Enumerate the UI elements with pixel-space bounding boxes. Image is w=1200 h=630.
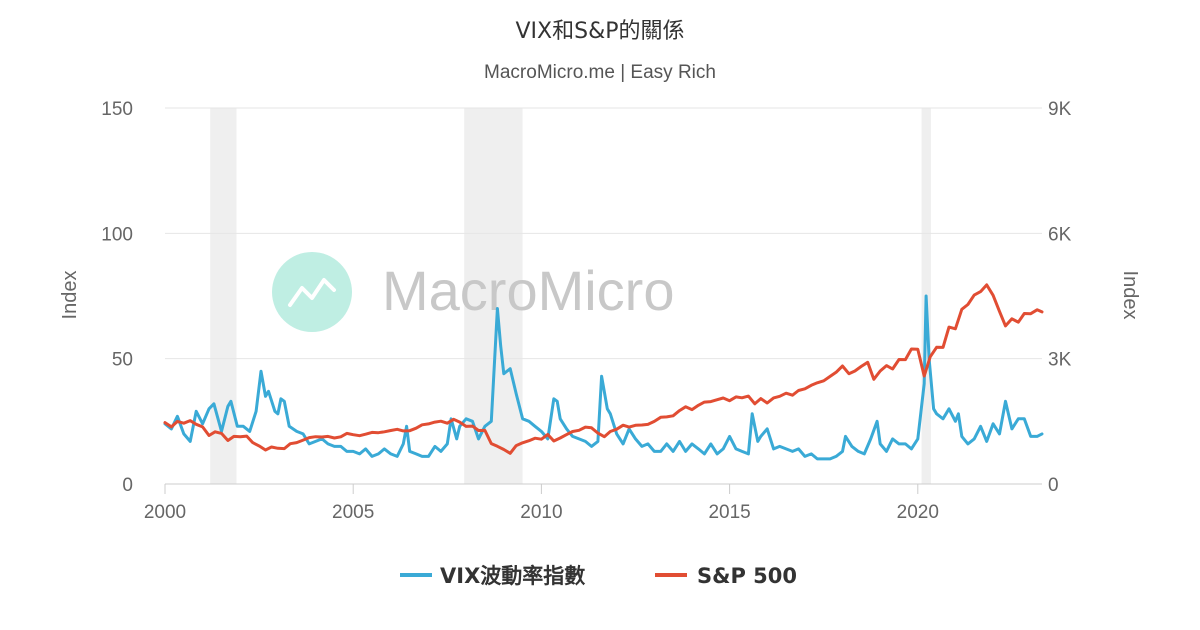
y-left-tick-label: 50 [112, 350, 133, 371]
legend-label-vix: VIX波動率指數 [440, 564, 585, 588]
legend-item-vix[interactable]: VIX波動率指數 [400, 564, 585, 588]
y-left-axis-title: Index [59, 271, 81, 320]
x-tick-label: 2000 [144, 502, 186, 523]
gridline-layer [165, 107, 1042, 485]
legend-item-sp500[interactable]: S&P 500 [655, 564, 797, 588]
x-tick-label: 2005 [332, 502, 374, 523]
watermark-text: MacroMicro [382, 259, 674, 322]
y-right-axis-title: Index [1119, 271, 1141, 320]
y-right-tick-label: 6K [1048, 224, 1072, 245]
series-line-sp500[interactable] [163, 283, 1044, 455]
watermark-logo-icon [272, 252, 352, 332]
y-right-tick-label: 0 [1048, 475, 1059, 496]
x-tick-label: 2020 [897, 502, 939, 523]
legend: VIX波動率指數 S&P 500 [400, 564, 797, 588]
x-tick-label: 2010 [520, 502, 562, 523]
y-right-tick-label: 3K [1048, 350, 1072, 371]
y-left-tick-label: 0 [122, 475, 133, 496]
y-right-tick-label: 9K [1048, 99, 1072, 120]
y-left-tick-label: 150 [101, 99, 133, 120]
axis-layer: 0 0 50 3K 100 6K 150 9K 2000 2005 2010 2015 2020 [101, 99, 1071, 523]
y-left-tick-label: 100 [101, 224, 133, 245]
watermark: MacroMicro [272, 252, 674, 332]
chart-subtitle: MacroMicro.me | Easy Rich [484, 62, 716, 83]
series-layer [163, 283, 1044, 461]
x-tick-label: 2015 [708, 502, 750, 523]
watermark-logo-mark [288, 278, 336, 307]
legend-label-sp500: S&P 500 [697, 564, 797, 588]
chart-title: VIX和S&P的關係 [516, 19, 685, 44]
